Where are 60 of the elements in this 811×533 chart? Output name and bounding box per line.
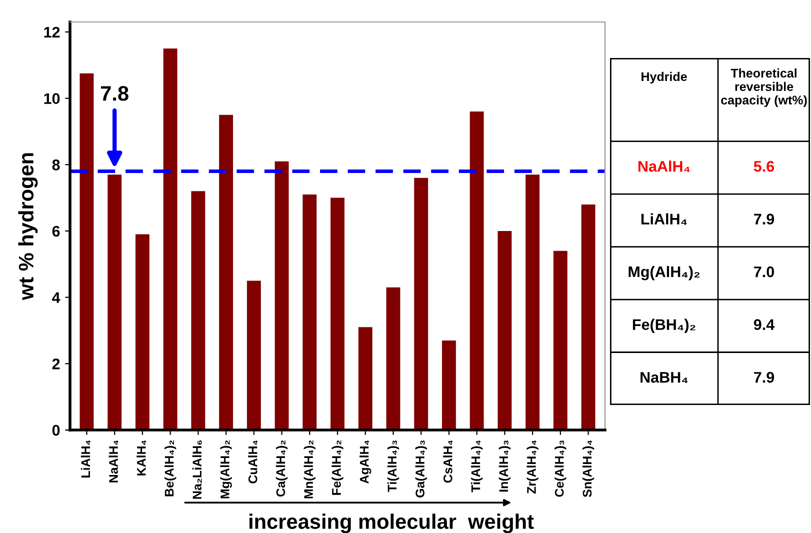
bar: [163, 48, 178, 430]
x-tick-label: Na₂LiAlH₆: [192, 440, 202, 499]
bar: [470, 112, 484, 430]
bar: [108, 174, 122, 430]
x-tick-label: CuAlH₄: [248, 440, 258, 484]
bar: [135, 234, 150, 430]
bar: [581, 204, 596, 430]
y-axis-title: wt % hydrogen: [18, 153, 38, 300]
text: Hydride: [642, 72, 687, 84]
x-tick-label: NaAlH₄: [108, 440, 118, 482]
x-tick-label: KAlH₄: [136, 440, 146, 476]
x-axis-title: increasing molecular weight: [249, 514, 534, 533]
bar: [191, 191, 206, 430]
x-tick-label: Fe(AlH₄)₂: [332, 440, 344, 495]
bar: [553, 250, 568, 430]
bar: [219, 114, 234, 430]
category-label: NaBH₄: [640, 372, 688, 384]
x-tick-label: Ce(AlH₄)₃: [554, 440, 566, 497]
y-tick-label: 0: [52, 424, 60, 436]
y-tick-label: 12: [44, 26, 60, 38]
x-tick-label: Ti(AlH₄)₄: [470, 440, 483, 492]
x-tick-label: Mg(AlH₄)₂: [220, 440, 232, 498]
x-tick-label: In(AlH₄)₃: [498, 440, 511, 492]
bar: [274, 161, 289, 430]
bar: [526, 174, 540, 430]
text: Theoretical reversible capacity (wt%): [721, 68, 807, 107]
ref-line-label: 7.8: [101, 86, 128, 101]
bar: [498, 230, 512, 430]
bar: [414, 178, 428, 430]
y-tick-label: 6: [52, 226, 60, 237]
bar: [330, 198, 344, 430]
data-label: 7.9: [754, 372, 774, 383]
data-label: 7.9: [754, 214, 774, 224]
category-label: Mg(AlH₄)₂: [628, 266, 700, 280]
y-tick-label: 10: [44, 93, 60, 104]
x-tick-label: Mn(AlH₄)₂: [304, 440, 316, 498]
data-label: 7.0: [754, 266, 774, 278]
bar: [358, 327, 372, 430]
bar: [246, 280, 261, 430]
x-tick-label: AgAlH₄: [360, 440, 372, 484]
category-label: Fe(BH₄)₂: [632, 318, 696, 334]
bar: [302, 194, 317, 430]
x-tick-label: Ca(AlH₄)₂: [276, 440, 288, 497]
bar: [442, 340, 456, 430]
category-label: LiAlH₄: [641, 213, 687, 225]
category-label: NaAlH₄: [638, 160, 690, 172]
x-tick-label: CsAlH₄: [443, 440, 453, 483]
bar: [80, 73, 94, 430]
x-tick-label: Ga(AlH₄)₃: [415, 440, 427, 498]
x-tick-label: Zr(AlH₄)₄: [526, 440, 538, 494]
x-tick-label: Be(AlH₄)₂: [164, 440, 176, 496]
data-label: 9.4: [754, 319, 775, 330]
y-tick-label: 2: [52, 358, 60, 370]
x-tick-label: LiAlH₄: [80, 440, 90, 478]
x-tick-label: Sn(AlH₄)₄: [582, 440, 594, 498]
bar: [386, 287, 400, 430]
y-tick-label: 8: [52, 160, 60, 170]
y-tick-label: 4: [52, 292, 60, 303]
x-tick-label: Ti(AlH₄)₃: [387, 440, 400, 492]
data-label: 5.6: [754, 160, 774, 172]
